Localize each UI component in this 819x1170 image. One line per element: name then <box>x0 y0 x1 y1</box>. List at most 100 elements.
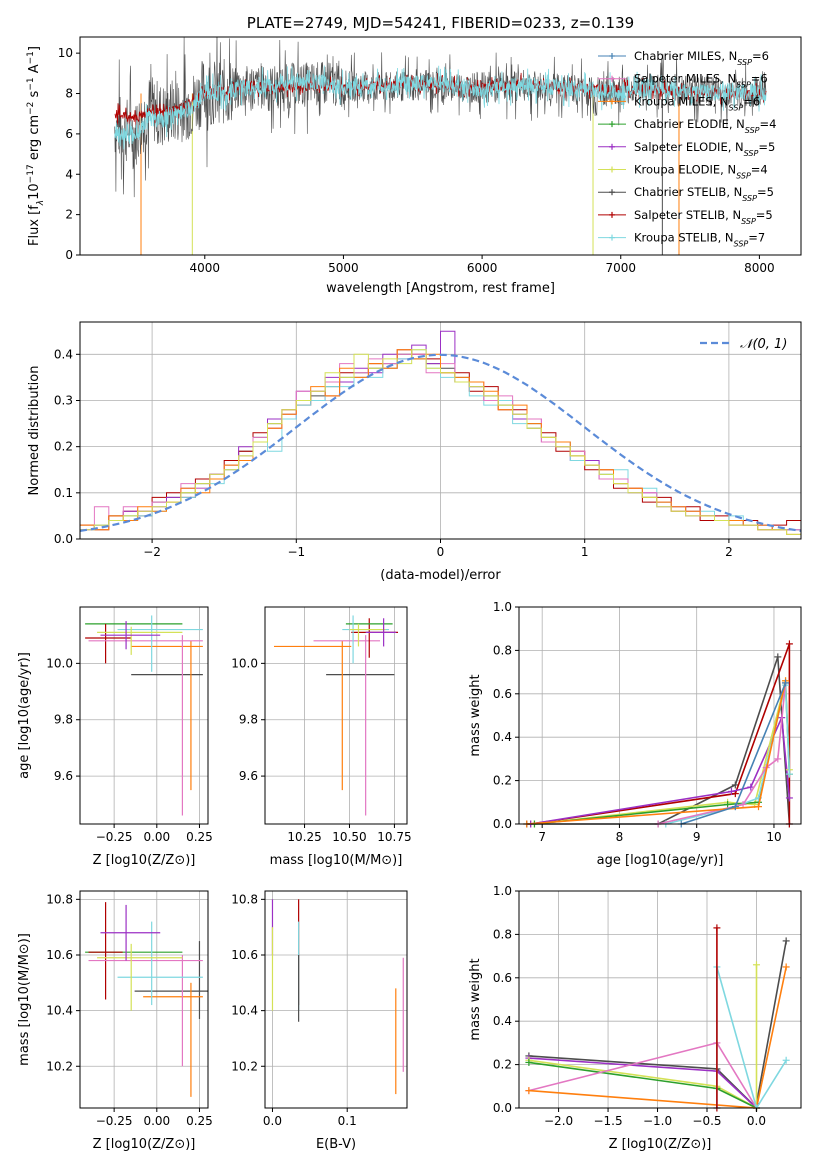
age_vs_Z-panel: −0.25 0.00 0.25 9.6 9.8 10.0 Z [log10(Z/Z⊙)] ag… <box>17 606 213 868</box>
tick-label-y: 10.8 <box>46 892 73 906</box>
tick-label-x: 7 <box>538 830 546 844</box>
tick-label-y: 10.2 <box>46 1059 73 1073</box>
y-axis-label-part: ] <box>27 46 42 51</box>
massweight_vs_Z-panel: −2.0 −1.5 −1.0 −0.5 0.0 0.0 0.2 0.4 0.6 0.8 1.0 Z [… <box>468 884 802 1152</box>
tick-label-x: 0.0 <box>747 1114 766 1128</box>
tick-label-x: −1.0 <box>643 1114 672 1128</box>
axes-frame <box>518 606 802 825</box>
legend-entry: Salpeter ELODIE, NSSP=5 <box>634 140 775 158</box>
tick-label-x: −2.0 <box>544 1114 573 1128</box>
legend-entry-tail: =6 <box>743 94 760 108</box>
tick-label-x: 10.25 <box>287 830 321 844</box>
legend-entry-tail: =4 <box>760 117 777 131</box>
x-axis-label: Z [log10(Z/Z⊙)] <box>93 853 196 868</box>
y-axis-label-part: erg cm <box>27 115 42 164</box>
y-axis-label-part: A <box>27 64 42 77</box>
tick-label-x: 0.0 <box>263 1114 282 1128</box>
tick-label-x: −1 <box>287 545 305 559</box>
legend-entry: Chabrier STELIB, NSSP=5 <box>634 185 774 203</box>
tick-label-y: 0.1 <box>54 486 73 500</box>
tick-label-y: 10.6 <box>46 948 73 962</box>
axes-frame <box>518 890 802 1109</box>
massweight_vs_age-panel: 7 8 9 10 0.0 0.2 0.4 0.6 0.8 1.0 age [log10(age/yr… <box>468 600 802 868</box>
tick-label-y: 10.8 <box>231 892 258 906</box>
tick-label-y: 10.4 <box>231 1004 258 1018</box>
tick-label-x: 8000 <box>744 261 775 275</box>
tick-label-x: 0.00 <box>143 1114 170 1128</box>
tick-label-y: 0.4 <box>54 347 73 361</box>
tick-label-y: 0.6 <box>493 971 512 985</box>
tick-label-y: 0.2 <box>493 774 512 788</box>
legend-entry-tail: =6 <box>752 49 769 63</box>
tick-label-x: −0.25 <box>96 830 133 844</box>
legend-entry-sub: SSP <box>736 171 751 180</box>
weight-series-line <box>530 643 791 825</box>
tick-label-y: 10.0 <box>46 656 73 670</box>
tick-label-x: 10 <box>766 830 781 844</box>
y-axis-label: age [log10(age/yr)] <box>17 652 32 779</box>
tick-label-y: 9.6 <box>239 769 258 783</box>
axes-frame <box>79 890 209 1109</box>
spectrum-panel: 4000 5000 6000 7000 8000 0 2 4 6 8 10 PLATE=2749, M… <box>26 14 802 296</box>
tick-label-y: 10.0 <box>231 656 258 670</box>
tick-label-x: 5000 <box>328 261 359 275</box>
legend-entry-sub: SSP <box>734 239 749 248</box>
legend-entry: Salpeter MILES, NSSP=6 <box>634 72 768 90</box>
x-axis-label: E(B-V) <box>316 1137 356 1152</box>
gaussian-curve <box>79 353 802 532</box>
tick-label-y: 4 <box>65 167 73 181</box>
errorbar-group <box>85 615 203 816</box>
x-axis-label: (data-model)/error <box>380 568 501 583</box>
axes-frame <box>79 36 802 256</box>
legend-entry-sub: SSP <box>736 80 751 89</box>
y-axis-label-part: −17 <box>26 164 36 183</box>
tick-label-y: 0.0 <box>493 1101 512 1115</box>
tick-label-x: −0.5 <box>692 1114 721 1128</box>
tick-label-x: 8 <box>616 830 624 844</box>
legend-entry-base: Salpeter STELIB, N <box>634 208 741 222</box>
y-axis-label-part: −1 <box>26 77 36 90</box>
tick-label-x: 0.00 <box>143 830 170 844</box>
x-axis-label: mass [log10(M/M⊙)] <box>270 853 403 868</box>
tick-label-x: 10.75 <box>377 830 411 844</box>
y-axis-label-part: λ <box>36 200 46 206</box>
tick-label-y: 0.0 <box>493 817 512 831</box>
tick-label-y: 10.4 <box>46 1004 73 1018</box>
legend-entry: Salpeter STELIB, NSSP=5 <box>634 208 773 226</box>
tick-label-y: 8 <box>65 87 73 101</box>
tick-label-x: 0 <box>437 545 445 559</box>
legend-entry-sub: SSP <box>744 148 759 157</box>
tick-label-x: −0.25 <box>96 1114 133 1128</box>
tick-label-y: 9.6 <box>54 769 73 783</box>
legend-entry-tail: =5 <box>756 208 773 222</box>
legend-entry-base: Chabrier MILES, N <box>634 49 737 63</box>
tick-label-y: 0.8 <box>493 643 512 657</box>
x-axis-label: Z [log10(Z/Z⊙)] <box>93 1137 196 1152</box>
tick-label-y: 10.2 <box>231 1059 258 1073</box>
legend-entry-base: Chabrier STELIB, N <box>634 185 742 199</box>
axes-frame <box>79 606 209 825</box>
legend-entry-base: Kroupa MILES, N <box>634 94 729 108</box>
legend-entry-base: Salpeter MILES, N <box>634 72 736 86</box>
tick-label-y: 9.8 <box>239 713 258 727</box>
legend-entry-tail: =6 <box>751 72 768 86</box>
legend-entry-sub: SSP <box>742 194 757 203</box>
legend-entry-base: Kroupa STELIB, N <box>634 231 734 245</box>
tick-label-y: 0 <box>65 248 73 262</box>
tick-label-y: 9.8 <box>54 713 73 727</box>
legend-entry: Kroupa ELODIE, NSSP=4 <box>634 163 768 181</box>
tick-label-y: 1.0 <box>493 884 512 898</box>
x-axis-label: Z [log10(Z/Z⊙)] <box>609 1137 712 1152</box>
legend-entry: Kroupa MILES, NSSP=6 <box>634 94 760 112</box>
y-axis-label-part: Flux [f <box>27 205 42 246</box>
tick-label-y: 10.6 <box>231 948 258 962</box>
y-axis-label: mass weight <box>468 958 483 1040</box>
legend-entry-base: Salpeter ELODIE, N <box>634 140 744 154</box>
weight-series-line <box>528 964 758 1110</box>
mass_vs_Z-panel: −0.25 0.00 0.25 10.2 10.4 10.6 10.8 Z [log10(Z/… <box>17 890 213 1152</box>
spectrum-lines <box>114 37 767 255</box>
tick-label-y: 1.0 <box>493 600 512 614</box>
axes-frame <box>264 890 408 1109</box>
